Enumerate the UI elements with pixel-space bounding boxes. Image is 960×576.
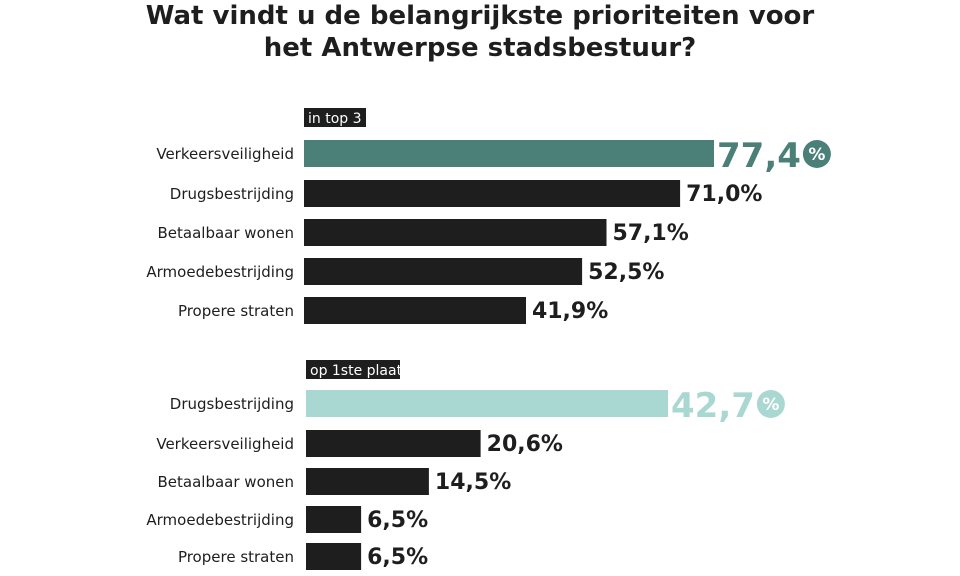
- category-label: Propere straten: [178, 302, 294, 320]
- category-label: Betaalbaar wonen: [158, 224, 294, 242]
- value-label: 52,5%: [588, 260, 664, 285]
- group-tag-label: in top 3: [308, 111, 362, 127]
- title-line-2: het Antwerpse stadsbestuur?: [263, 33, 697, 63]
- category-label: Armoedebestrijding: [146, 511, 294, 529]
- title-line-1: Wat vindt u de belangrijkste prioriteite…: [145, 1, 815, 31]
- chart-title: Wat vindt u de belangrijkste prioriteite…: [0, 0, 960, 64]
- value-label: 14,5%: [435, 470, 511, 495]
- value-label: 20,6%: [487, 432, 563, 457]
- bar: [304, 140, 714, 167]
- percent-badge: [756, 390, 785, 418]
- value-label: 6,5%: [367, 508, 428, 533]
- value-label: 42,7: [671, 386, 755, 426]
- bar: [306, 430, 481, 457]
- category-label: Betaalbaar wonen: [158, 473, 294, 491]
- group-tag-label: op 1ste plaats: [310, 363, 409, 379]
- category-label: Drugsbestrijding: [170, 395, 294, 413]
- group-tag-box: [304, 108, 366, 127]
- value-label: 57,1%: [612, 221, 688, 246]
- value-label: 71,0%: [686, 182, 762, 207]
- bar: [304, 219, 607, 246]
- bar: [304, 297, 526, 324]
- value-label: 41,9%: [532, 299, 608, 324]
- bar: [304, 258, 583, 285]
- category-label: Propere straten: [178, 548, 294, 566]
- value-label: 6,5%: [367, 545, 428, 570]
- bar: [306, 543, 362, 570]
- value-label: 77,4: [717, 136, 801, 176]
- bar: [306, 506, 362, 533]
- category-label: Verkeersveiligheid: [156, 435, 294, 453]
- category-label: Armoedebestrijding: [146, 263, 294, 281]
- percent-badge-label: %: [762, 395, 779, 415]
- bar: [304, 180, 681, 207]
- bar: [306, 468, 429, 495]
- percent-badge: [802, 140, 831, 168]
- category-label: Drugsbestrijding: [170, 185, 294, 203]
- group-tag-box: [306, 360, 400, 379]
- category-label: Verkeersveiligheid: [156, 145, 294, 163]
- bar: [306, 390, 668, 417]
- percent-badge-label: %: [808, 145, 825, 165]
